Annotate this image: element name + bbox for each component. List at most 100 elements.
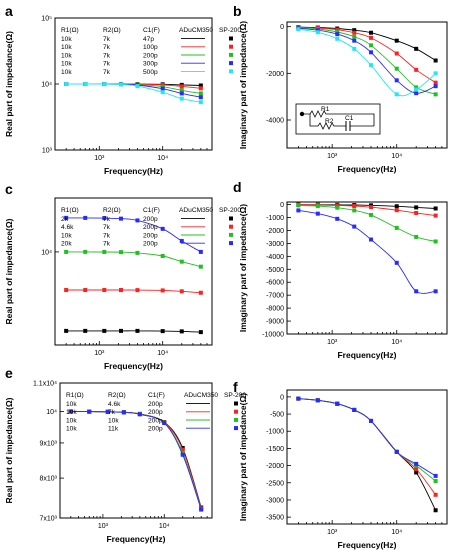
data-point bbox=[198, 249, 203, 254]
data-point bbox=[394, 38, 399, 43]
legend-cell: 200p bbox=[143, 52, 158, 59]
data-point bbox=[160, 254, 165, 259]
y-tick-label: -4000 bbox=[266, 118, 284, 125]
legend-cell: 7k bbox=[103, 36, 111, 43]
legend-cell: 7k bbox=[103, 69, 111, 76]
x-tick-label: 10⁴ bbox=[391, 339, 402, 346]
y-tick-label: -4000 bbox=[266, 254, 284, 261]
data-point bbox=[433, 213, 438, 218]
legend-header: SP-200 bbox=[224, 392, 246, 399]
data-point bbox=[179, 329, 184, 334]
data-point bbox=[64, 328, 69, 333]
legend-cell: 10k bbox=[108, 417, 119, 424]
legend-cell: 11k bbox=[108, 426, 119, 433]
legend-cell: 10k bbox=[66, 426, 77, 433]
data-point bbox=[64, 215, 69, 220]
y-tick-label: -10000 bbox=[262, 332, 284, 339]
legend-marker-swatch bbox=[229, 232, 233, 237]
data-point bbox=[198, 95, 203, 100]
legend-cell: 7k bbox=[103, 52, 111, 59]
y-tick-label: -2500 bbox=[266, 480, 284, 487]
legend-cell: 200p bbox=[148, 409, 163, 416]
data-point bbox=[369, 212, 374, 217]
legend-cell: 200p bbox=[148, 401, 163, 408]
data-point bbox=[433, 71, 438, 76]
y-tick-label: -2000 bbox=[266, 228, 284, 235]
legend-cell: 20k bbox=[61, 241, 72, 248]
data-point bbox=[352, 224, 357, 229]
y-axis-label: Imaginary part of impedance(Ω) bbox=[238, 393, 248, 521]
legend-marker-swatch bbox=[229, 44, 233, 49]
data-point bbox=[335, 30, 340, 35]
legend-marker-swatch bbox=[234, 401, 238, 406]
data-point bbox=[83, 249, 88, 254]
data-point bbox=[102, 328, 107, 333]
data-point bbox=[135, 328, 140, 333]
data-point bbox=[369, 43, 374, 48]
y-tick-label: -8000 bbox=[266, 306, 284, 313]
data-point bbox=[414, 205, 419, 210]
legend-header: SP-200 bbox=[219, 27, 241, 34]
data-point bbox=[315, 28, 320, 33]
data-point bbox=[119, 288, 124, 293]
data-point bbox=[414, 85, 419, 90]
data-point bbox=[369, 50, 374, 55]
data-point bbox=[352, 34, 357, 39]
data-point bbox=[414, 91, 419, 96]
legend-cell: 10k bbox=[61, 52, 72, 59]
data-point bbox=[414, 211, 419, 215]
data-point bbox=[433, 92, 438, 97]
legend-cell: 7k bbox=[103, 241, 111, 248]
data-point bbox=[83, 215, 88, 220]
series-line bbox=[70, 411, 202, 508]
data-point bbox=[296, 396, 301, 401]
legend-cell: 10k bbox=[61, 61, 72, 68]
x-axis-label: Frequency(Hz) bbox=[337, 350, 396, 360]
series-line bbox=[298, 209, 436, 294]
data-point bbox=[369, 35, 374, 40]
legend-cell: 10k bbox=[61, 69, 72, 76]
data-point bbox=[119, 216, 124, 221]
legend-cell: 7k bbox=[108, 409, 116, 416]
circuit-label-r2: R2 bbox=[325, 118, 334, 125]
y-tick-label: -3000 bbox=[266, 497, 284, 504]
y-tick-label: 0 bbox=[280, 202, 284, 209]
data-point bbox=[433, 58, 438, 63]
circuit-label-r1: R1 bbox=[321, 106, 330, 113]
resistor-r1 bbox=[302, 110, 375, 126]
data-point bbox=[83, 288, 88, 293]
data-point bbox=[64, 82, 69, 86]
y-tick-label: 0 bbox=[280, 24, 284, 31]
data-point bbox=[352, 46, 357, 51]
data-point bbox=[296, 27, 301, 32]
data-point bbox=[198, 91, 203, 96]
data-point bbox=[64, 288, 69, 293]
data-point bbox=[179, 238, 184, 243]
legend-cell: 10k bbox=[66, 401, 77, 408]
data-point bbox=[414, 67, 419, 72]
data-point bbox=[414, 289, 419, 294]
data-point bbox=[179, 84, 184, 89]
legend-cell: 300p bbox=[143, 61, 158, 68]
data-point bbox=[335, 216, 340, 221]
data-point bbox=[180, 447, 185, 452]
data-point bbox=[414, 467, 419, 472]
data-point bbox=[119, 328, 124, 333]
data-point bbox=[335, 401, 340, 406]
y-tick-label: -5000 bbox=[266, 267, 284, 274]
legend-cell: 500p bbox=[143, 69, 158, 76]
x-tick-label: 10³ bbox=[327, 339, 338, 346]
data-point bbox=[394, 78, 399, 83]
data-point bbox=[179, 289, 184, 294]
data-point bbox=[394, 449, 399, 454]
legend-marker-swatch bbox=[234, 417, 238, 422]
data-point bbox=[433, 239, 438, 244]
legend-header: ADuCM350 bbox=[179, 207, 213, 214]
data-point bbox=[102, 288, 107, 293]
data-point bbox=[198, 330, 203, 335]
y-tick-label: 10⁴ bbox=[41, 249, 52, 256]
data-point bbox=[352, 407, 357, 412]
legend-marker-swatch bbox=[229, 36, 233, 41]
x-tick-label: 10³ bbox=[94, 350, 105, 357]
data-point bbox=[369, 205, 374, 210]
